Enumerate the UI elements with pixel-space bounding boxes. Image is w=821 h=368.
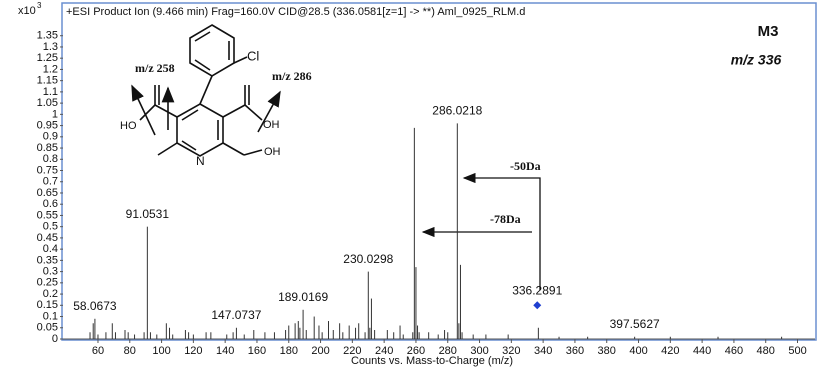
- y-tick-label: 0.95: [37, 119, 58, 131]
- x-tick-label: 80: [124, 345, 136, 357]
- atom-label: OH: [263, 119, 280, 131]
- y-tick-label: 0: [52, 333, 58, 345]
- y-tick-label: 0.4: [43, 243, 58, 255]
- chart-title: +ESI Product Ion (9.466 min) Frag=160.0V…: [66, 6, 525, 18]
- y-tick-label: 0.1: [43, 310, 58, 322]
- atom-label: HO: [120, 120, 137, 132]
- y-tick-label: 0.25: [37, 277, 58, 289]
- x-tick-label: 100: [152, 345, 170, 357]
- structure: [131, 24, 281, 157]
- y-tick-label: 0.6: [43, 198, 58, 210]
- y-tick-label: 1.15: [37, 75, 58, 87]
- y-tick-label: 0.5: [43, 221, 58, 233]
- y-multiplier: x10: [18, 5, 36, 17]
- y-tick-label: 1.25: [37, 52, 58, 64]
- y-tick-label: 0.7: [43, 176, 58, 188]
- fragment-label: m/z 258: [135, 61, 175, 75]
- peak-label: 336.2891: [512, 283, 562, 297]
- peak-label: 91.0531: [126, 207, 170, 221]
- y-tick-label: 0.35: [37, 254, 58, 266]
- peak-label: 397.5627: [610, 317, 660, 331]
- x-tick-label: 420: [661, 345, 679, 357]
- y-tick-label: 0.55: [37, 209, 58, 221]
- fragment-label: m/z 286: [272, 69, 312, 83]
- atom-label: Cl: [247, 48, 259, 63]
- x-tick-label: 220: [343, 345, 361, 357]
- x-tick-label: 300: [470, 345, 488, 357]
- plot-frame: [61, 2, 817, 341]
- y-tick-label: 0.05: [37, 322, 58, 334]
- y-tick-label: 1.2: [43, 63, 58, 75]
- x-tick-label: 60: [92, 345, 104, 357]
- loss-label: -78Da: [490, 212, 521, 226]
- x-tick-label: 440: [693, 345, 711, 357]
- x-tick-label: 380: [598, 345, 616, 357]
- x-tick-label: 180: [280, 345, 298, 357]
- x-tick-label: 200: [311, 345, 329, 357]
- x-tick-label: 360: [566, 345, 584, 357]
- y-tick-label: 0.3: [43, 266, 58, 278]
- y-tick-label: 1.35: [37, 30, 58, 42]
- precursor-marker: [533, 301, 542, 310]
- y-tick-label: 1.3: [43, 41, 58, 53]
- x-tick-label: 260: [407, 345, 425, 357]
- x-tick-label: 460: [725, 345, 743, 357]
- x-tick-label: 480: [757, 345, 775, 357]
- y-tick-label: 1: [52, 108, 58, 120]
- y-tick-label: 0.15: [37, 299, 58, 311]
- x-tick-label: 320: [502, 345, 520, 357]
- y-multiplier-exp: 3: [37, 1, 42, 10]
- y-tick-label: 0.9: [43, 131, 58, 143]
- loss-label: -50Da: [510, 159, 541, 173]
- x-tick-label: 340: [534, 345, 552, 357]
- loss-arrow: [462, 172, 541, 290]
- x-axis-label: Counts vs. Mass-to-Charge (m/z): [351, 355, 513, 367]
- atom-label: N: [196, 154, 205, 168]
- x-tick-label: 140: [216, 345, 234, 357]
- peak-label: 189.0169: [278, 290, 328, 304]
- x-tick-label: 500: [788, 345, 806, 357]
- y-tick-label: 0.8: [43, 153, 58, 165]
- peak-label: 147.0737: [211, 308, 261, 322]
- peak-label: 58.0673: [73, 299, 117, 313]
- x-tick-label: 240: [375, 345, 393, 357]
- y-tick-label: 0.65: [37, 187, 58, 199]
- y-tick-label: 0.45: [37, 232, 58, 244]
- y-tick-label: 0.2: [43, 288, 58, 300]
- y-tick-label: 0.85: [37, 142, 58, 154]
- x-tick-label: 160: [248, 345, 266, 357]
- y-tick-label: 1.1: [43, 86, 58, 98]
- x-tick-label: 400: [629, 345, 647, 357]
- y-tick-label: 0.75: [37, 164, 58, 176]
- precursor-title: m/z 336: [731, 52, 782, 68]
- peak-label: 286.0218: [432, 104, 482, 118]
- x-tick-label: 280: [439, 345, 457, 357]
- peak-label: 230.0298: [343, 252, 393, 266]
- compound-label: M3: [758, 23, 779, 40]
- x-tick-label: 120: [184, 345, 202, 357]
- y-tick-label: 1.05: [37, 97, 58, 109]
- atom-label: OH: [264, 146, 281, 158]
